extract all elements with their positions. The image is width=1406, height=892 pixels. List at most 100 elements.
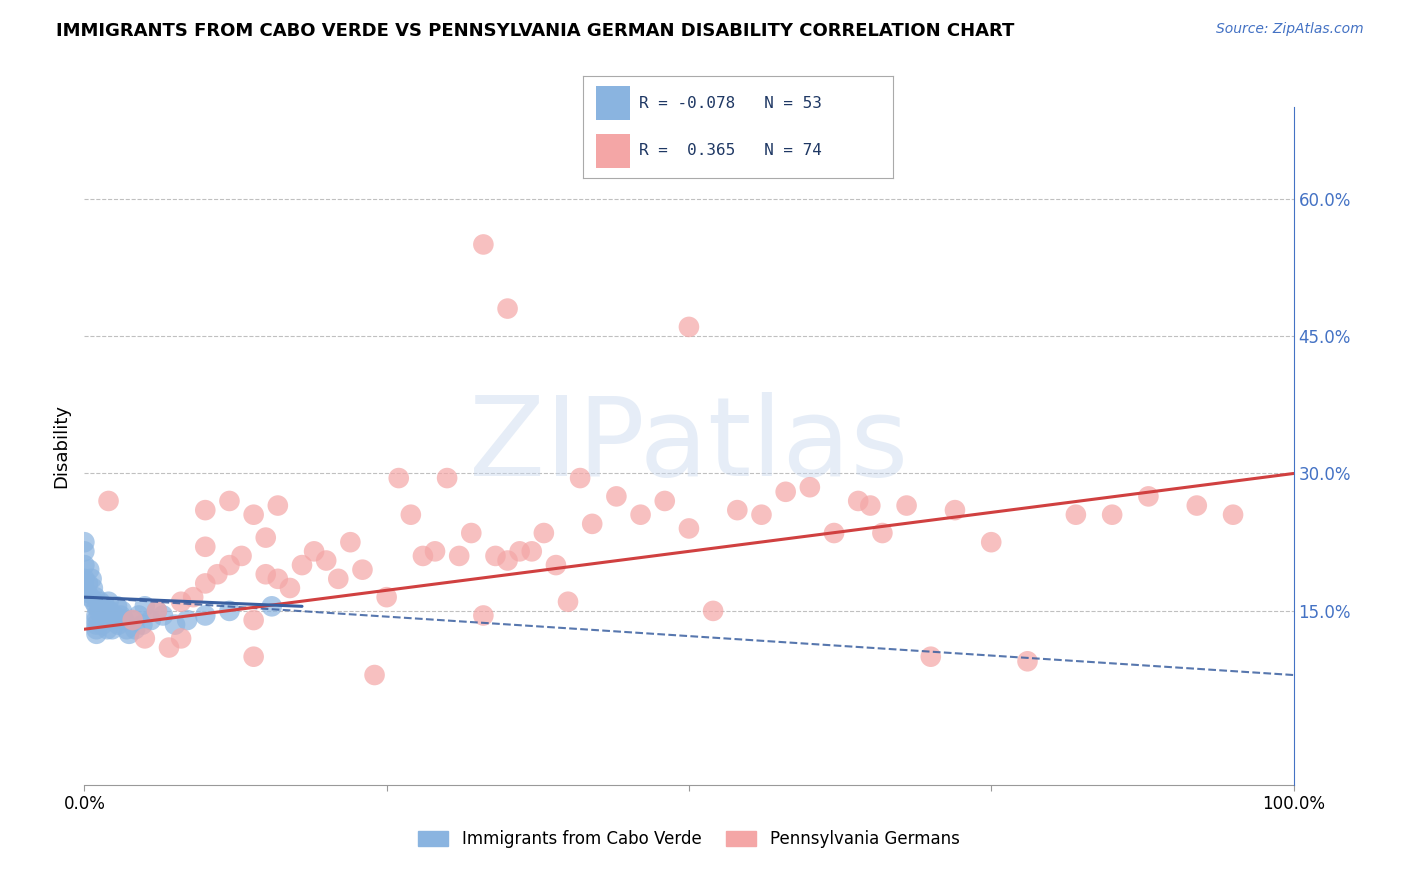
Point [194, 608, 217, 623]
Point [115, 622, 138, 636]
Point [242, 649, 264, 664]
Point [544, 558, 567, 573]
Point [111, 604, 134, 618]
Point [82, 581, 104, 595]
Point [86, 613, 108, 627]
Point [112, 613, 135, 627]
Point [509, 544, 531, 558]
Point [278, 581, 301, 595]
Text: R = -0.078   N = 53: R = -0.078 N = 53 [640, 96, 823, 111]
Point [388, 471, 411, 485]
Point [121, 613, 143, 627]
Point [105, 599, 128, 614]
Point [472, 237, 495, 252]
Point [79, 590, 101, 604]
Point [328, 572, 350, 586]
Point [678, 319, 700, 334]
Point [73, 572, 96, 586]
Point [260, 599, 283, 614]
Point [1222, 508, 1244, 522]
Point [90, 599, 112, 614]
Point [194, 540, 217, 554]
Point [128, 608, 150, 623]
Point [207, 567, 229, 582]
Point [73, 535, 96, 549]
Point [118, 627, 141, 641]
Point [339, 535, 361, 549]
Point [218, 604, 240, 618]
Point [93, 604, 115, 618]
FancyBboxPatch shape [596, 87, 630, 120]
Point [170, 595, 193, 609]
Point [83, 595, 105, 609]
Point [375, 590, 398, 604]
Point [101, 622, 124, 636]
Point [920, 649, 942, 664]
Point [110, 608, 132, 623]
Point [86, 617, 108, 632]
Point [846, 494, 869, 508]
Point [231, 549, 253, 563]
Text: R =  0.365   N = 74: R = 0.365 N = 74 [640, 144, 823, 158]
Point [460, 526, 482, 541]
Point [84, 590, 107, 604]
Point [605, 489, 627, 503]
Point [96, 622, 118, 636]
Point [569, 471, 592, 485]
Point [97, 494, 120, 508]
Point [170, 632, 193, 646]
Point [980, 535, 1002, 549]
Point [77, 563, 100, 577]
Point [896, 499, 918, 513]
Point [436, 471, 458, 485]
Point [799, 480, 821, 494]
Point [533, 526, 555, 541]
Point [823, 526, 845, 541]
Point [654, 494, 676, 508]
Point [775, 484, 797, 499]
Point [218, 558, 240, 573]
Point [702, 604, 724, 618]
Point [399, 508, 422, 522]
Point [725, 503, 748, 517]
Point [98, 604, 121, 618]
Point [472, 608, 495, 623]
Point [557, 595, 579, 609]
Point [267, 572, 290, 586]
Point [73, 581, 96, 595]
Point [352, 563, 374, 577]
Point [630, 508, 652, 522]
Point [1137, 489, 1160, 503]
Point [943, 503, 966, 517]
Text: IMMIGRANTS FROM CABO VERDE VS PENNSYLVANIA GERMAN DISABILITY CORRELATION CHART: IMMIGRANTS FROM CABO VERDE VS PENNSYLVAN… [56, 22, 1015, 40]
Point [412, 549, 434, 563]
Point [152, 608, 174, 623]
Point [218, 494, 240, 508]
Point [315, 553, 337, 567]
Point [97, 595, 120, 609]
Point [124, 622, 146, 636]
Point [254, 531, 277, 545]
Point [1017, 654, 1039, 668]
Point [157, 640, 180, 655]
Point [139, 613, 162, 627]
Point [73, 558, 96, 573]
Point [520, 544, 543, 558]
Point [80, 572, 103, 586]
Point [254, 567, 277, 582]
Point [181, 590, 204, 604]
FancyBboxPatch shape [596, 135, 630, 168]
Point [91, 617, 114, 632]
Point [176, 613, 198, 627]
Point [89, 595, 111, 609]
Point [104, 608, 127, 623]
Point [86, 608, 108, 623]
Point [872, 526, 894, 541]
Point [496, 553, 519, 567]
Point [146, 604, 169, 618]
Point [484, 549, 506, 563]
Point [134, 599, 156, 614]
Point [86, 599, 108, 614]
Text: Source: ZipAtlas.com: Source: ZipAtlas.com [1216, 22, 1364, 37]
Point [87, 604, 110, 618]
